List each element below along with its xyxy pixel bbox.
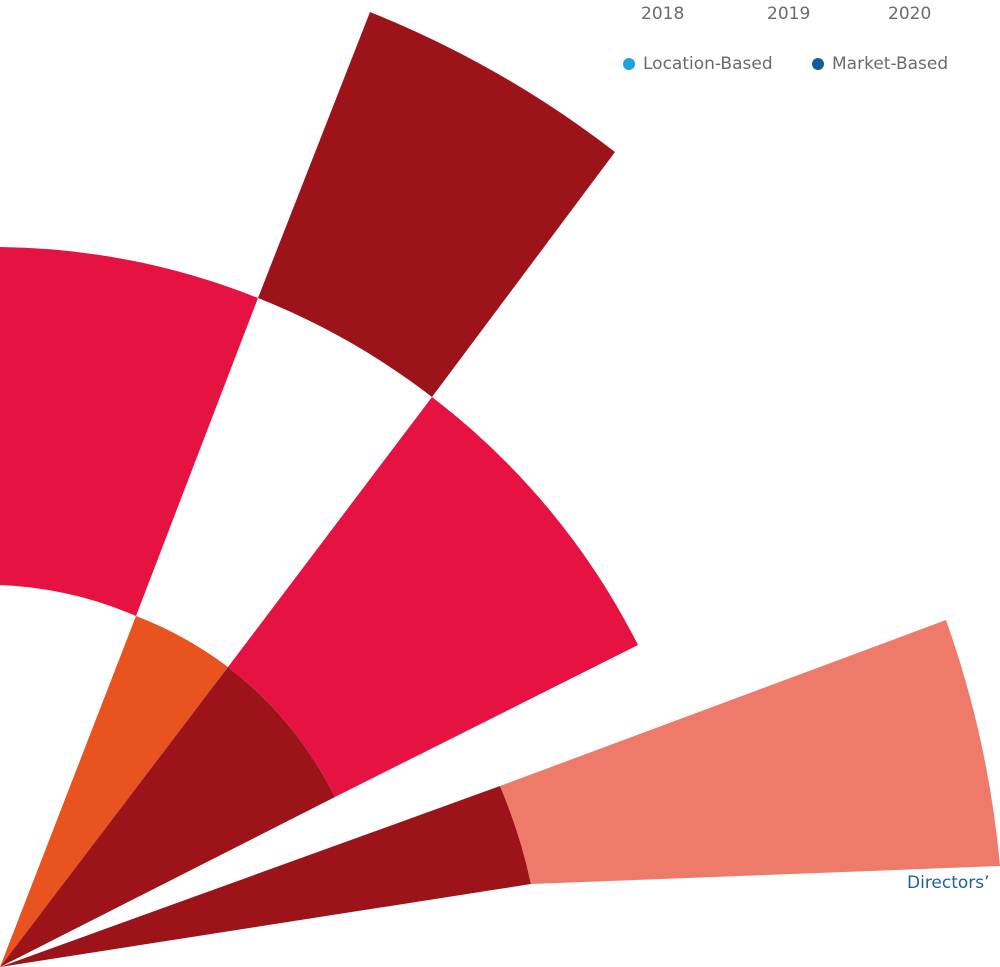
year-label-2020[interactable]: 2020 bbox=[888, 4, 932, 24]
wedge-label-directors: Directors’ bbox=[907, 873, 990, 893]
wedge-darkred-inner[interactable] bbox=[0, 667, 335, 967]
wedge-crimson-left[interactable] bbox=[0, 247, 258, 616]
legend-item-market-based[interactable]: Market-Based bbox=[812, 54, 948, 74]
wedge-darkred-bottom[interactable] bbox=[0, 786, 531, 967]
legend-label-location-based: Location-Based bbox=[643, 54, 773, 74]
year-label-2019[interactable]: 2019 bbox=[767, 4, 811, 24]
legend-item-location-based[interactable]: Location-Based bbox=[623, 54, 773, 74]
location-based-swatch bbox=[623, 58, 635, 70]
year-label-2018[interactable]: 2018 bbox=[641, 4, 685, 24]
market-based-swatch bbox=[812, 58, 824, 70]
wedge-salmon-directors[interactable] bbox=[500, 620, 1000, 884]
legend-label-market-based: Market-Based bbox=[832, 54, 949, 74]
wedge-orange-inner[interactable] bbox=[0, 616, 228, 967]
wedge-crimson-middle[interactable] bbox=[228, 397, 638, 797]
wedge-darkred-top[interactable] bbox=[258, 12, 615, 397]
